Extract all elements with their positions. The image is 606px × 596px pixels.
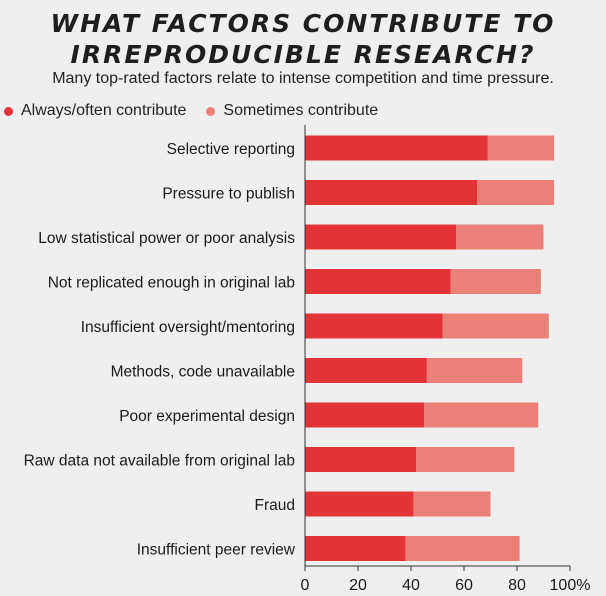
chart-title: WHAT FACTORS CONTRIBUTE TO IRREPRODUCIBL… bbox=[0, 8, 606, 70]
bar-sometimes bbox=[456, 224, 544, 250]
bar-always bbox=[305, 358, 427, 383]
bar-always bbox=[305, 491, 414, 517]
bar-sometimes bbox=[405, 536, 520, 561]
bar-always bbox=[305, 313, 443, 339]
category-label: Methods, code unavailable bbox=[111, 364, 295, 381]
category-label: Insufficient peer review bbox=[137, 542, 296, 559]
category-label: Fraud bbox=[255, 497, 296, 514]
category-label: Not replicated enough in original lab bbox=[48, 275, 295, 292]
legend-label-always: Always/often contribute bbox=[21, 102, 187, 119]
x-tick-label: 80 bbox=[508, 577, 526, 594]
category-label: Poor experimental design bbox=[119, 408, 295, 425]
legend-swatch-sometimes bbox=[206, 106, 216, 116]
legend-swatch-always bbox=[4, 106, 13, 116]
legend-item-always: Always/often contribute bbox=[4, 102, 186, 120]
legend-label-sometimes: Sometimes contribute bbox=[223, 102, 379, 119]
bar-sometimes bbox=[426, 358, 523, 383]
bar-sometimes bbox=[416, 447, 515, 472]
bar-always bbox=[305, 135, 488, 161]
bar-always bbox=[305, 402, 425, 428]
bar-always bbox=[305, 269, 451, 294]
x-tick-label: 100% bbox=[550, 577, 591, 594]
x-tick-label: 60 bbox=[455, 577, 473, 594]
x-tick-label: 40 bbox=[402, 577, 420, 594]
bar-sometimes bbox=[424, 402, 539, 428]
bar-always bbox=[305, 447, 417, 472]
chart-title-line-2: IRREPRODUCIBLE RESEARCH? bbox=[70, 40, 536, 69]
category-label: Insufficient oversight/mentoring bbox=[81, 319, 295, 336]
bar-sometimes bbox=[413, 491, 491, 517]
bar-sometimes bbox=[442, 313, 549, 339]
x-tick-label: 20 bbox=[349, 577, 367, 594]
x-tick-label: 0 bbox=[301, 577, 310, 594]
chart-subtitle: Many top-rated factors relate to intense… bbox=[52, 70, 554, 87]
bar-sometimes bbox=[487, 135, 555, 161]
bar-always bbox=[305, 180, 478, 205]
bar-always bbox=[305, 536, 406, 561]
chart-legend: Always/often contribute Sometimes contri… bbox=[4, 102, 398, 120]
bar-sometimes bbox=[450, 269, 541, 294]
bar-always bbox=[305, 224, 457, 250]
chart-title-line-1: WHAT FACTORS CONTRIBUTE TO bbox=[50, 9, 556, 38]
legend-item-sometimes: Sometimes contribute bbox=[206, 102, 378, 120]
bar-sometimes bbox=[477, 180, 555, 205]
category-label: Low statistical power or poor analysis bbox=[38, 230, 295, 247]
category-label: Selective reporting bbox=[167, 141, 295, 158]
category-label: Raw data not available from original lab bbox=[24, 453, 295, 470]
category-label: Pressure to publish bbox=[162, 186, 295, 203]
